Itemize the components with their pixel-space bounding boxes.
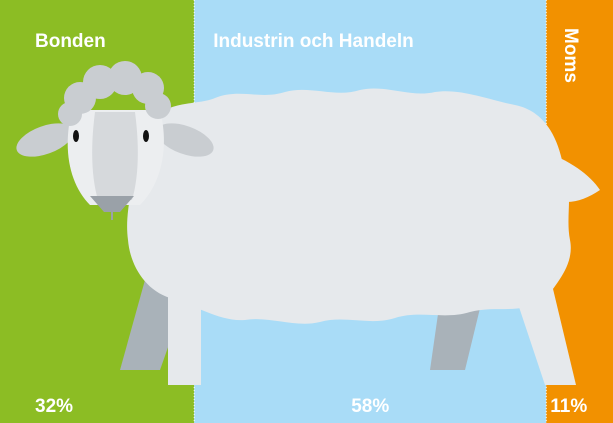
value-label: 11%	[550, 396, 587, 417]
value-label: 32%	[35, 396, 73, 417]
chart: Bonden 32% Industrin och Handeln 58% Moms 11%	[0, 0, 613, 423]
category-label: Bonden	[35, 31, 106, 52]
value-label: 58%	[351, 396, 389, 417]
category-label: Industrin och Handeln	[213, 31, 414, 52]
category-label: Moms	[560, 28, 581, 83]
page: {"chart_data": {"type": "bar", "categori…	[0, 0, 613, 423]
